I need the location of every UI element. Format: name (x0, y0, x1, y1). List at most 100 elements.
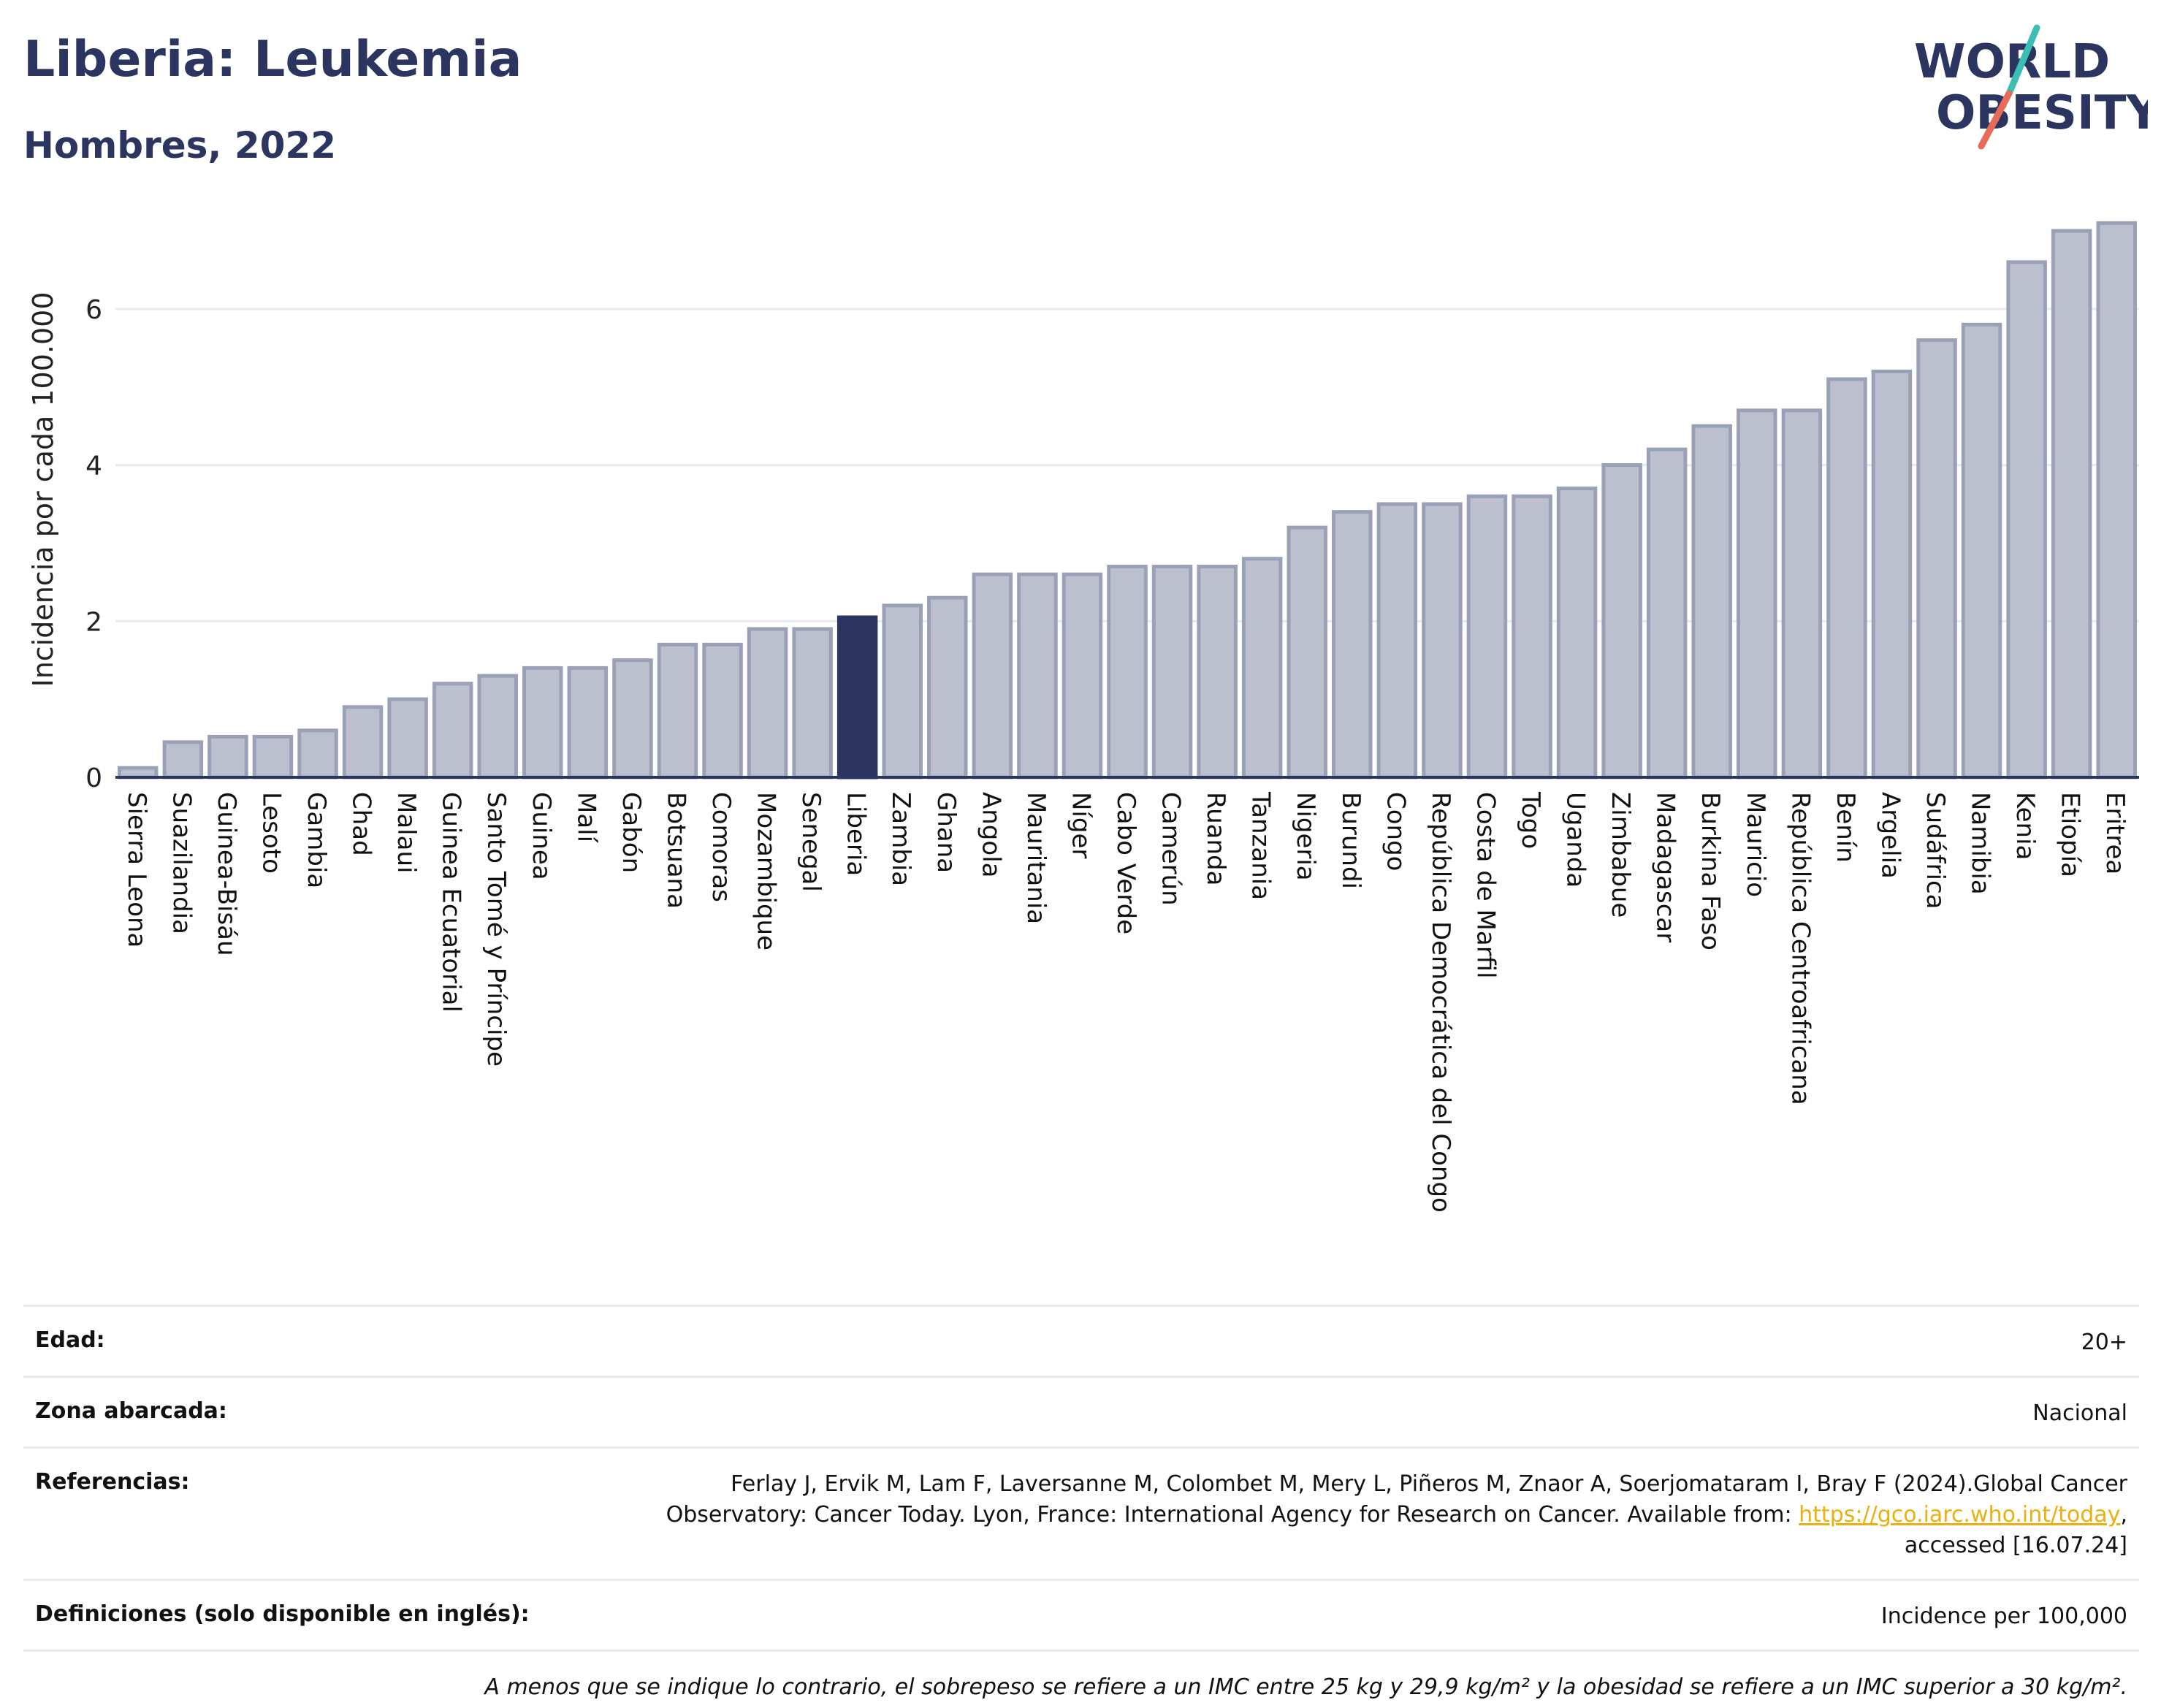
footnote: A menos que se indique lo contrario, el … (484, 1674, 2127, 1700)
info-row-definitions: Definiciones (solo disponible en inglés)… (23, 1579, 2139, 1650)
bar-togo (1512, 494, 1552, 779)
x-tick-label: Suazilandia (167, 792, 196, 934)
info-row-references: Referencias: Ferlay J, Ervik M, Lam F, L… (23, 1446, 2139, 1579)
bar-sudáfrica (1916, 338, 1957, 779)
bar-gambia (297, 728, 338, 779)
x-tick-label: Mauritania (1021, 792, 1051, 924)
info-label-zone: Zona abarcada: (35, 1398, 227, 1424)
bar-ruanda (1197, 565, 1238, 779)
info-table: Edad: 20+ Zona abarcada: Nacional Refere… (23, 1305, 2139, 1708)
x-tick-label: Santo Tomé y Príncipe (481, 792, 511, 1067)
bar-mozambique (747, 627, 788, 779)
x-tick-label: Burkina Faso (1696, 792, 1725, 950)
x-tick-label: Guinea-Bisáu (212, 792, 241, 956)
info-row-age: Edad: 20+ (23, 1305, 2139, 1376)
reference-line-2: Observatory: Cancer Today. Lyon, France:… (666, 1502, 1799, 1528)
x-tick-label: Senegal (796, 792, 826, 892)
x-tick-label: Sierra Leona (122, 792, 151, 948)
bar-benín (1826, 377, 1867, 779)
y-tick-label: 0 (85, 763, 102, 793)
bar-malí (567, 666, 609, 779)
logo-slash-bottom (1978, 90, 2013, 150)
x-tick-label: Níger (1066, 792, 1095, 858)
x-tick-label: Zimbabue (1606, 792, 1635, 918)
page-subtitle: Hombres, 2022 (23, 124, 336, 167)
x-tick-label: Zambia (886, 792, 915, 886)
bar-angola (972, 572, 1013, 779)
page-title: Liberia: Leukemia (23, 31, 522, 88)
x-tick-label: Malí (571, 792, 601, 844)
bar-cabo-verde (1107, 565, 1148, 779)
bar-mauricio (1737, 408, 1777, 779)
logo-slash-top (2005, 24, 2040, 97)
bar-senegal (792, 627, 833, 779)
x-tick-label: Eritrea (2100, 792, 2130, 874)
bar-guinea (522, 666, 563, 779)
bar-zambia (882, 603, 923, 779)
bar-mauritania (1017, 572, 1058, 779)
x-tick-label: Comoras (706, 792, 736, 902)
bar-malaui (387, 697, 428, 779)
bars (118, 221, 2137, 779)
x-tick-label: Benín (1831, 792, 1860, 863)
reference-line-2-end: , (2120, 1502, 2127, 1528)
x-tick-label: Lesoto (256, 792, 286, 874)
bar-república-democrática-del-congo (1422, 502, 1463, 779)
logo-text-obesity: OBESITY (1936, 86, 2148, 140)
info-row-zone: Zona abarcada: Nacional (23, 1376, 2139, 1446)
bar-república-centroafricana (1781, 408, 1823, 779)
bar-burundi (1332, 510, 1373, 779)
info-value-zone: Nacional (2032, 1400, 2127, 1426)
bar-guinea-ecuatorial (432, 682, 473, 779)
bar-tanzania (1241, 557, 1283, 779)
info-label-references: Referencias: (35, 1469, 190, 1495)
bar-guinea-bisáu (207, 734, 248, 779)
x-tick-label: Congo (1381, 792, 1410, 871)
bar-gabón (612, 658, 653, 779)
bar-níger (1062, 572, 1103, 779)
x-tick-label: República Centroafricana (1785, 792, 1815, 1105)
x-tick-label: Etiopía (2056, 792, 2085, 877)
x-tick-label: Mauricio (1741, 792, 1770, 897)
y-tick-label: 2 (85, 607, 102, 637)
bar-eritrea (2096, 221, 2137, 779)
x-tick-label: Gambia (302, 792, 331, 888)
reference-link[interactable]: https://gco.iarc.who.int/today (1799, 1502, 2121, 1528)
bar-kenia (2006, 260, 2047, 779)
x-tick-label: Liberia (842, 792, 871, 876)
x-tick-label: Madagascar (1651, 792, 1680, 942)
reference-line-3: accessed [16.07.24] (1904, 1533, 2127, 1558)
bar-zimbabue (1601, 463, 1642, 779)
y-tick-label: 4 (85, 451, 102, 481)
axes: 0 2 4 6 (85, 295, 2139, 793)
info-row-footnote: A menos que se indique lo contrario, el … (23, 1650, 2139, 1708)
x-tick-label: Argelia (1875, 792, 1905, 879)
bar-etiopía (2051, 229, 2092, 779)
x-tick-label: Malaui (392, 792, 421, 873)
info-label-age: Edad: (35, 1327, 105, 1353)
x-tick-label: Mozambique (752, 792, 781, 950)
info-label-definitions: Definiciones (solo disponible en inglés)… (35, 1601, 530, 1627)
x-tick-label: Tanzania (1246, 791, 1276, 900)
bar-congo (1376, 502, 1418, 779)
bar-camerún (1151, 565, 1193, 779)
bar-uganda (1556, 487, 1598, 779)
bar-suazilandia (162, 740, 204, 779)
x-tick-label: Uganda (1561, 792, 1590, 888)
x-tick-label: Cabo Verde (1111, 792, 1140, 934)
x-tick-label: Botsuana (661, 792, 690, 909)
bar-burkina-faso (1691, 424, 1732, 779)
x-tick-label: Kenia (2011, 792, 2040, 860)
x-tick-label: Camerún (1156, 792, 1186, 906)
x-tick-label: Guinea (527, 792, 556, 880)
x-tick-label: Namibia (1966, 792, 1995, 895)
x-tick-label: Costa de Marfil (1471, 792, 1500, 979)
bar-botsuana (657, 642, 698, 779)
x-tick-label: Angola (976, 792, 1005, 877)
bar-chad (342, 705, 384, 779)
bar-chart: 0 2 4 6 Sierra Leona Suazilandia Guinea-Bisáu… (27, 221, 2139, 1213)
x-tick-label: República Democrática del Congo (1426, 792, 1455, 1213)
x-tick-label: Burundi (1336, 792, 1365, 889)
world-obesity-logo: WORLD OBESITY (1914, 24, 2148, 150)
x-tick-label: Ghana (931, 792, 961, 873)
